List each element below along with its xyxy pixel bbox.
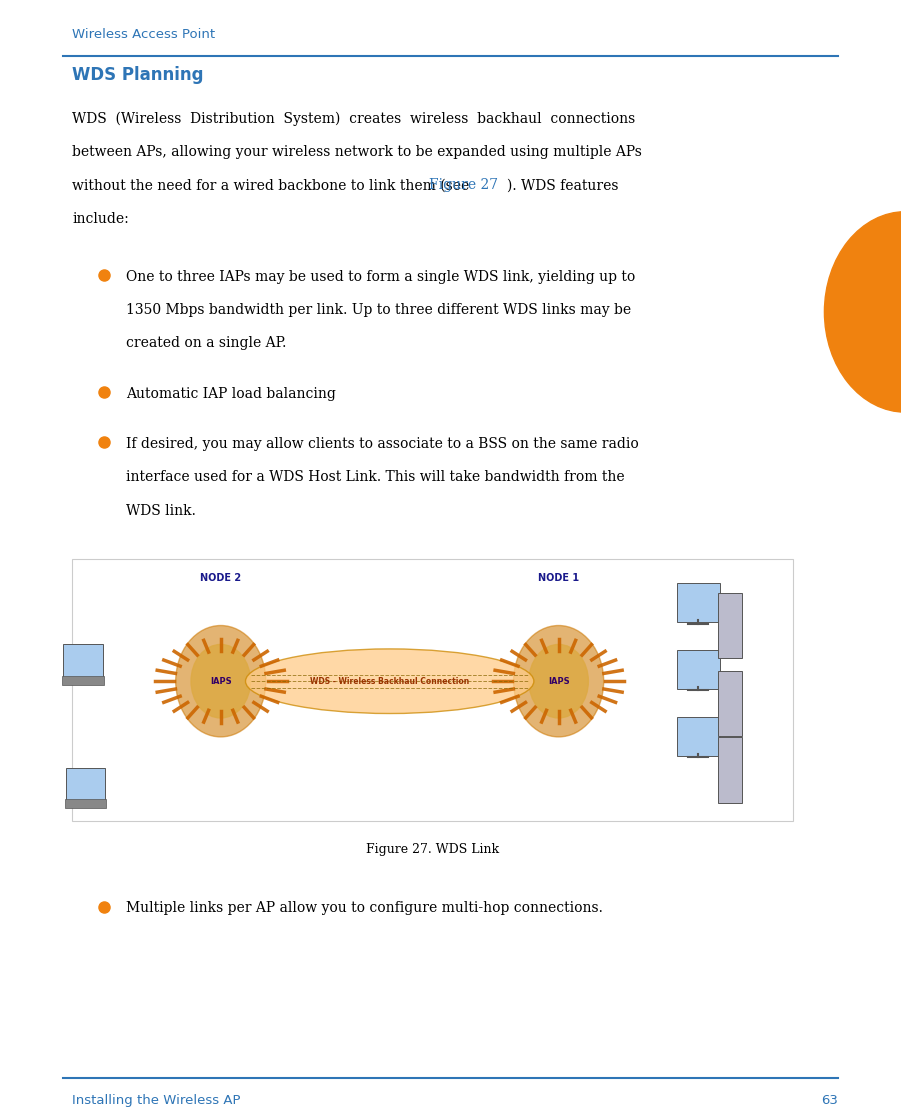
Text: WDS - Wireless Backhaul Connection: WDS - Wireless Backhaul Connection (310, 676, 469, 686)
Text: WDS Planning: WDS Planning (72, 66, 204, 84)
Text: between APs, allowing your wireless network to be expanded using multiple APs: between APs, allowing your wireless netw… (72, 145, 642, 159)
FancyBboxPatch shape (677, 717, 720, 756)
Circle shape (176, 626, 266, 737)
Circle shape (191, 645, 250, 719)
Text: IAPS: IAPS (210, 676, 232, 686)
Text: without the need for a wired backbone to link them (see: without the need for a wired backbone to… (72, 178, 474, 193)
FancyBboxPatch shape (677, 651, 720, 690)
Text: WDS  (Wireless  Distribution  System)  creates  wireless  backhaul  connections: WDS (Wireless Distribution System) creat… (72, 111, 635, 126)
Text: IAPS: IAPS (548, 676, 569, 686)
FancyBboxPatch shape (65, 799, 106, 808)
Text: Wireless Access Point: Wireless Access Point (72, 28, 215, 41)
FancyBboxPatch shape (66, 768, 105, 801)
Text: NODE 2: NODE 2 (200, 573, 241, 583)
FancyBboxPatch shape (718, 737, 742, 803)
Text: Multiple links per AP allow you to configure multi-hop connections.: Multiple links per AP allow you to confi… (126, 901, 603, 916)
Text: 1350 Mbps bandwidth per link. Up to three different WDS links may be: 1350 Mbps bandwidth per link. Up to thre… (126, 303, 632, 317)
FancyBboxPatch shape (62, 676, 104, 685)
Ellipse shape (245, 649, 533, 714)
Text: created on a single AP.: created on a single AP. (126, 336, 287, 351)
Text: Figure 27. WDS Link: Figure 27. WDS Link (366, 843, 499, 857)
FancyBboxPatch shape (72, 559, 793, 821)
Text: interface used for a WDS Host Link. This will take bandwidth from the: interface used for a WDS Host Link. This… (126, 470, 624, 485)
Circle shape (529, 645, 588, 719)
Circle shape (514, 626, 604, 737)
Text: Installing the Wireless AP: Installing the Wireless AP (72, 1094, 241, 1107)
Text: WDS link.: WDS link. (126, 504, 196, 518)
Text: Automatic IAP load balancing: Automatic IAP load balancing (126, 387, 336, 401)
FancyBboxPatch shape (63, 645, 103, 678)
Text: One to three IAPs may be used to form a single WDS link, yielding up to: One to three IAPs may be used to form a … (126, 270, 635, 284)
FancyBboxPatch shape (718, 671, 742, 736)
FancyBboxPatch shape (677, 584, 720, 623)
Circle shape (824, 212, 901, 412)
Text: If desired, you may allow clients to associate to a BSS on the same radio: If desired, you may allow clients to ass… (126, 437, 639, 451)
Text: include:: include: (72, 212, 129, 226)
FancyBboxPatch shape (718, 593, 742, 658)
Text: 63: 63 (821, 1094, 838, 1107)
Text: NODE 1: NODE 1 (538, 573, 579, 583)
Text: ). WDS features: ). WDS features (507, 178, 619, 193)
Text: Figure 27: Figure 27 (429, 178, 498, 193)
